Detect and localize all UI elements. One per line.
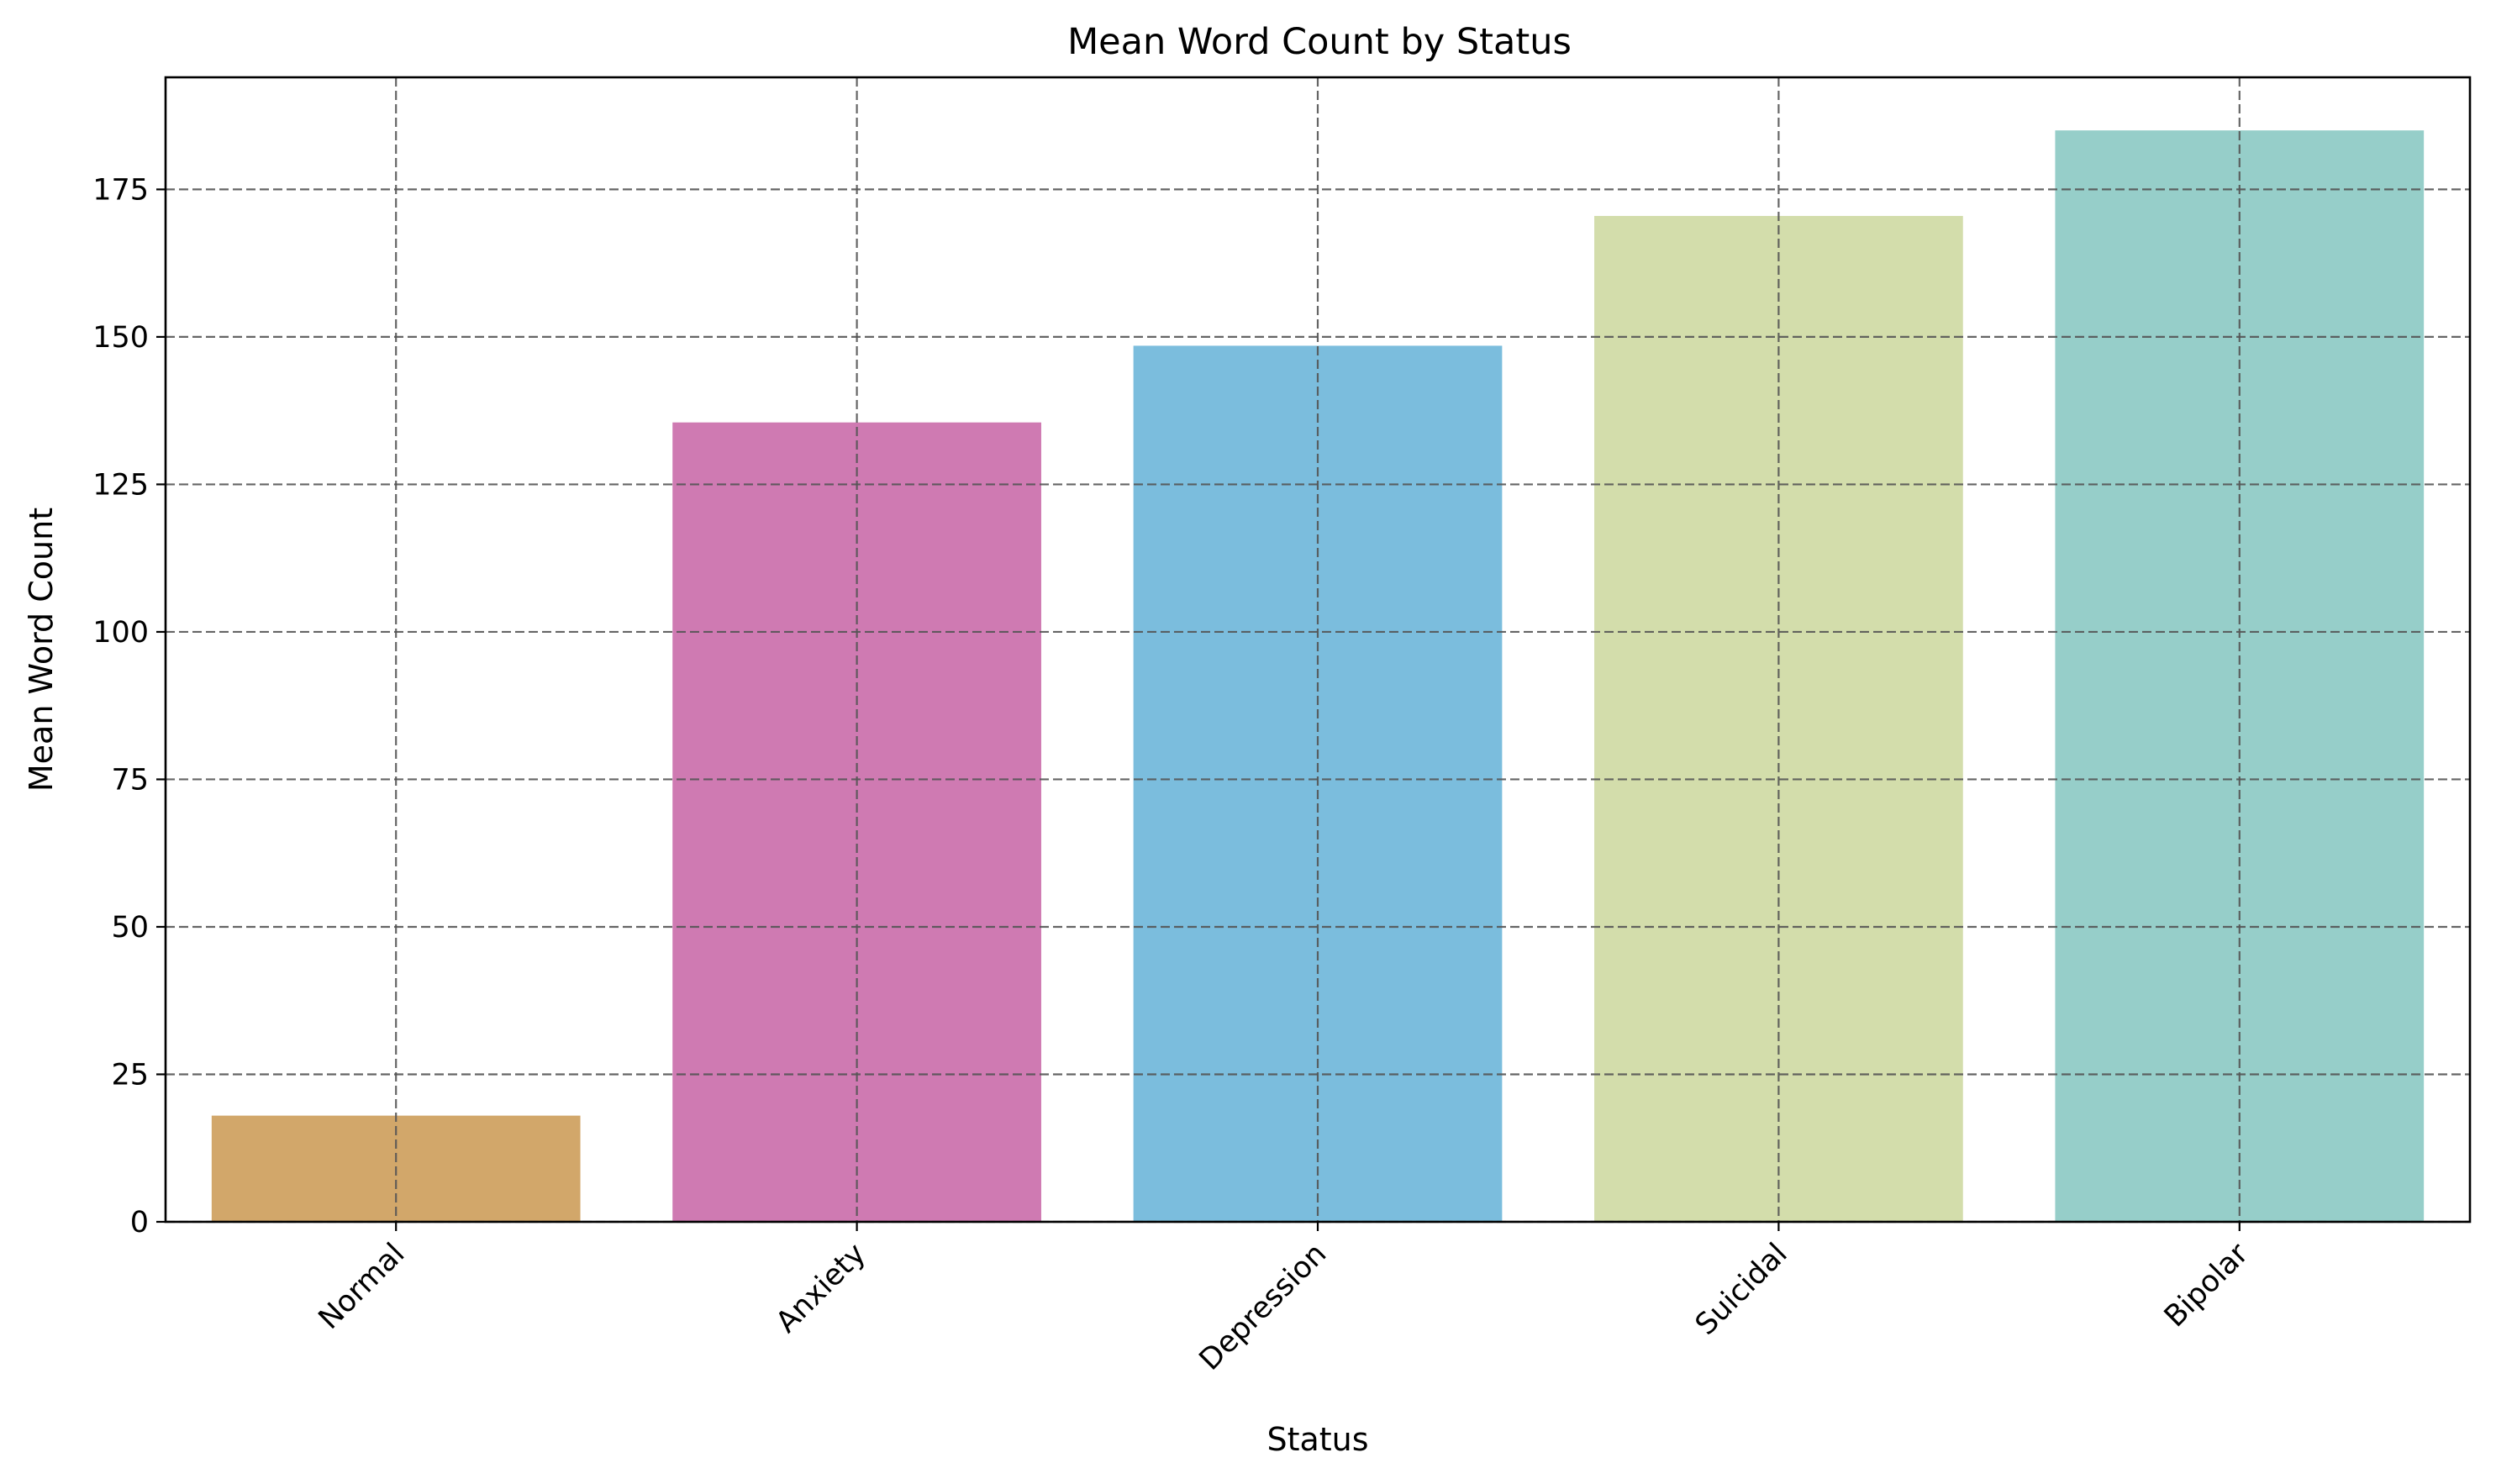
y-tick-label: 25	[111, 1058, 149, 1092]
y-tick-label: 0	[130, 1206, 149, 1239]
y-axis-label: Mean Word Count	[23, 508, 60, 792]
x-tick-label-depression: Depression	[1193, 1237, 1334, 1377]
grid-layer	[166, 77, 2470, 1224]
y-tick-label: 150	[92, 321, 149, 355]
y-tick-label: 100	[92, 616, 149, 650]
y-tick-label: 125	[92, 468, 149, 502]
y-tick-label: 175	[92, 173, 149, 207]
x-tick-label-normal: Normal	[313, 1237, 412, 1336]
x-tick-label-bipolar: Bipolar	[2158, 1237, 2256, 1334]
y-tick-label: 75	[111, 763, 149, 797]
chart-title: Mean Word Count by Status	[1067, 21, 1572, 63]
x-tick-label-anxiety: Anxiety	[770, 1237, 872, 1339]
x-axis-label: Status	[1266, 1421, 1368, 1458]
y-tick-label: 50	[111, 911, 149, 945]
x-tick-label-suicidal: Suicidal	[1689, 1237, 1794, 1342]
